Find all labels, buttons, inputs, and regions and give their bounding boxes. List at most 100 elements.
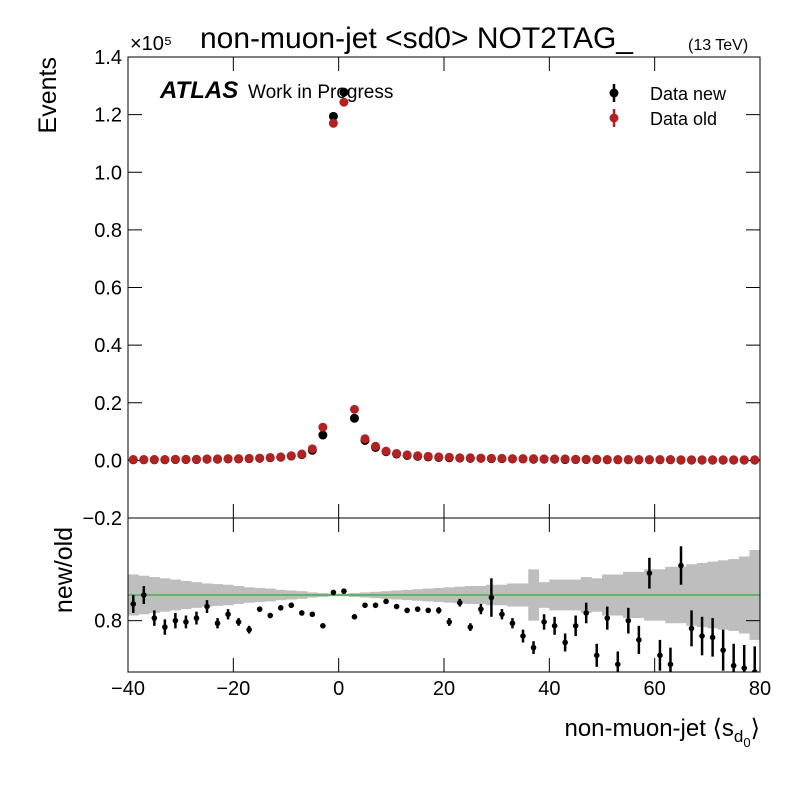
y-axis-label: Events — [34, 57, 62, 133]
data-point — [349, 413, 359, 423]
y-tick-label: 0.8 — [94, 611, 122, 633]
data-point — [360, 434, 370, 444]
data-point — [328, 118, 338, 128]
data-point — [213, 454, 223, 464]
data-point — [602, 455, 612, 465]
data-point — [550, 454, 560, 464]
y-tick-label: −0.2 — [83, 508, 122, 530]
ratio-point — [435, 607, 442, 614]
data-point — [328, 111, 338, 121]
data-point — [371, 441, 381, 451]
ratio-point — [604, 615, 611, 621]
data-point — [339, 87, 349, 97]
data-point — [191, 454, 201, 464]
ratio-point — [246, 626, 252, 633]
ratio-point — [214, 620, 221, 627]
ratio-point — [509, 620, 516, 627]
data-point — [465, 453, 475, 463]
data-point — [402, 450, 412, 460]
ratio-point — [499, 611, 505, 618]
x-tick-label: 60 — [644, 678, 666, 700]
ratio-point — [393, 603, 400, 610]
data-point — [255, 453, 265, 463]
data-point — [560, 454, 570, 464]
legend-marker — [609, 113, 619, 123]
x-tick-label: 20 — [433, 678, 455, 700]
ratio-point — [446, 619, 453, 625]
data-point — [413, 451, 423, 461]
ratio-point — [341, 588, 347, 594]
ratio-point — [551, 623, 558, 629]
ratio-point — [646, 570, 653, 576]
data-point — [170, 454, 180, 464]
ratio-point — [256, 606, 263, 612]
data-point — [676, 455, 686, 465]
ratio-point — [383, 598, 389, 605]
ratio-point — [288, 602, 295, 609]
data-point — [223, 454, 233, 464]
ratio-point — [193, 615, 200, 621]
ratio-point — [362, 602, 368, 609]
chart-title-suffix: (13 TeV) — [688, 37, 748, 54]
ratio-point — [351, 614, 358, 620]
ratio-point — [414, 606, 421, 612]
ratio-point — [404, 607, 410, 614]
x-axis-label-sub: d — [734, 727, 743, 746]
data-point — [507, 454, 517, 464]
ratio-point — [751, 669, 758, 672]
data-point — [149, 455, 159, 465]
ratio-point — [541, 619, 547, 625]
data-point — [160, 455, 170, 465]
ratio-point — [562, 639, 568, 646]
y-tick-label: 1.4 — [94, 47, 122, 69]
x-tick-label: 0 — [333, 678, 344, 700]
y-tick-label: 0.0 — [94, 450, 122, 472]
ratio-point — [372, 602, 379, 609]
x-axis-label-main: non-muon-jet ⟨s — [564, 715, 733, 742]
ratio-point — [277, 605, 284, 611]
data-point — [655, 455, 665, 465]
data-point — [286, 451, 296, 461]
y-tick-label: 0.6 — [94, 278, 122, 300]
data-point — [739, 455, 749, 465]
chart-title: non-muon-jet <sd0> NOT2TAG_ — [200, 22, 634, 55]
ratio-point — [583, 610, 589, 616]
data-point — [234, 454, 244, 464]
ratio-point — [572, 623, 579, 629]
ratio-point — [320, 623, 326, 629]
ratio-y-axis-label: new/old — [50, 527, 78, 613]
x-axis-label: non-muon-jet ⟨sd0⟩ — [564, 715, 760, 750]
atlas-label: ATLAS — [159, 77, 238, 104]
data-point — [539, 454, 549, 464]
ratio-point — [625, 617, 632, 624]
data-point — [697, 455, 707, 465]
x-axis-label-end: ⟩ — [751, 715, 760, 742]
data-point — [497, 453, 507, 463]
ratio-point — [330, 589, 337, 596]
ratio-point — [730, 662, 737, 669]
data-point — [392, 448, 402, 458]
x-tick-label: 40 — [538, 678, 560, 700]
ratio-point — [425, 607, 432, 614]
data-point — [297, 449, 307, 459]
ratio-point — [183, 619, 189, 625]
ratio-plot — [128, 546, 760, 672]
data-point — [708, 455, 718, 465]
ratio-point — [467, 624, 474, 630]
ratio-point — [530, 644, 537, 651]
ratio-point — [141, 592, 147, 598]
data-point — [518, 454, 528, 464]
data-point — [476, 453, 486, 463]
ratio-point — [699, 633, 705, 639]
data-point — [444, 452, 454, 462]
x-tick-label: −40 — [111, 678, 145, 700]
data-point — [244, 453, 254, 463]
ratio-point — [151, 615, 158, 621]
data-point — [434, 452, 444, 462]
ratio-point — [130, 601, 137, 607]
legend-marker — [609, 88, 619, 98]
data-point — [613, 455, 623, 465]
data-point — [486, 453, 496, 463]
data-point — [529, 454, 539, 464]
